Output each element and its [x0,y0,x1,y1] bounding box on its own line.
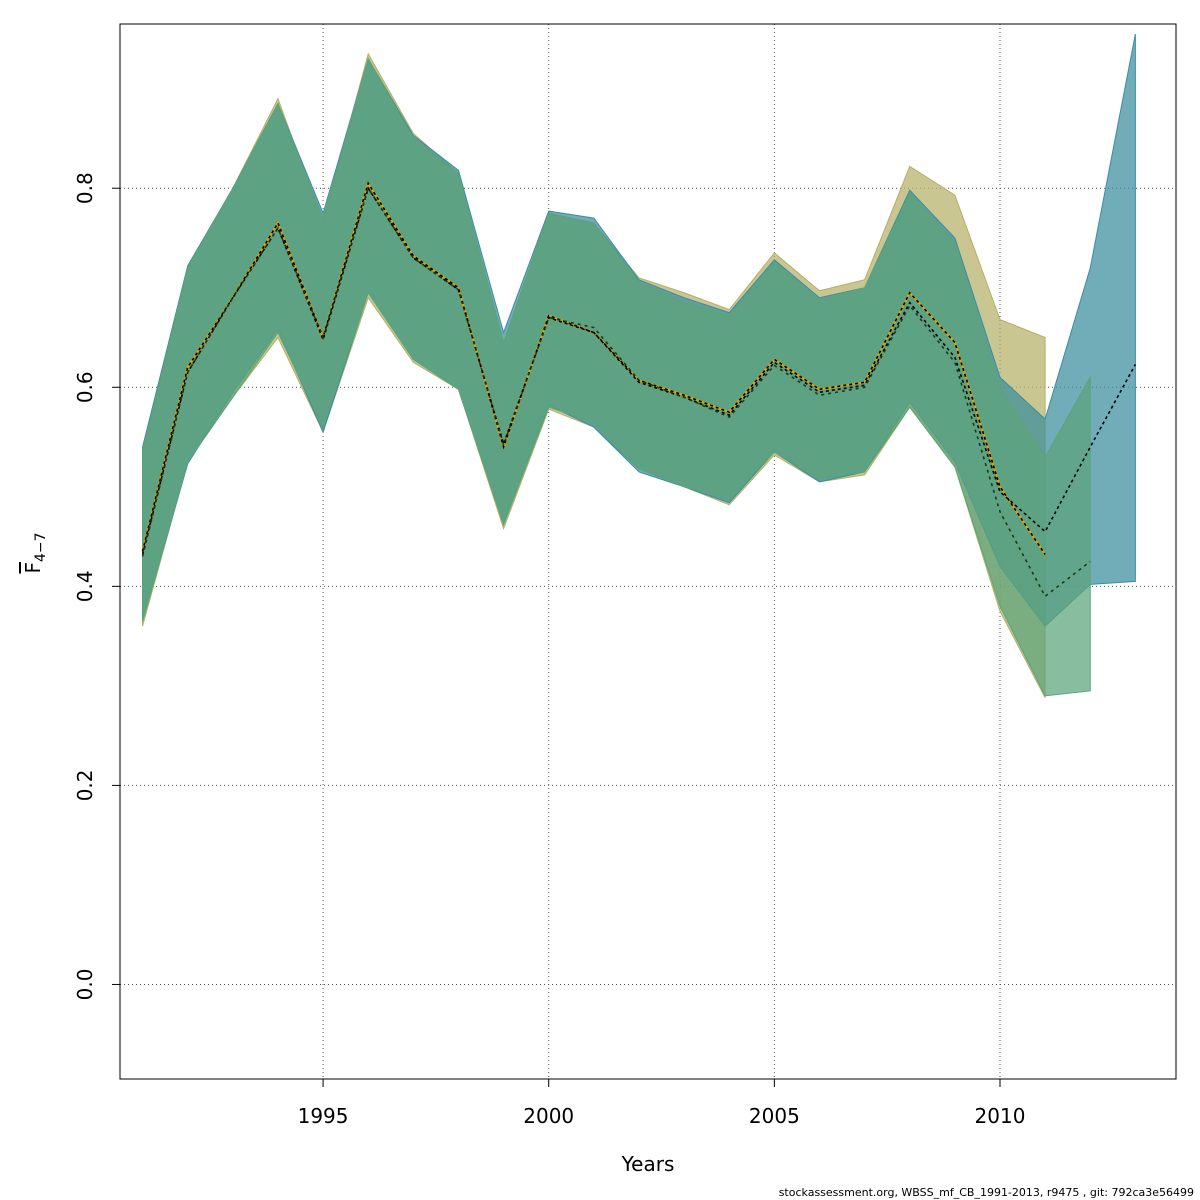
x-axis-label: Years [621,1152,675,1176]
x-tick-label-1995: 1995 [298,1104,349,1128]
x-tick-label-2005: 2005 [749,1104,800,1128]
y-axis-label: F4−7 [21,532,49,573]
estimate-line-2 [141,186,1137,555]
x-tick-label-2010: 2010 [975,1104,1026,1128]
estimate-line-3 [141,186,1091,598]
footer-note: stockassessment.org, WBSS_mf_CB_1991-201… [778,1186,1194,1199]
y-tick-label-0.2: 0.2 [73,769,97,801]
axes: 1995 2000 2005 2010 0.0 0.2 0.4 0.6 0.8 [73,172,1025,1128]
y-tick-label-0.0: 0.0 [73,969,97,1001]
y-axis-label-main: F [21,562,45,574]
svg-text:F4−7: F4−7 [21,532,49,573]
x-tick-label-2000: 2000 [523,1104,574,1128]
confidence-bands [142,33,1136,699]
plot-frame [119,23,1177,1080]
confidence-band-3 [142,57,1091,697]
y-tick-label-0.8: 0.8 [73,172,97,204]
y-tick-label-0.4: 0.4 [73,570,97,602]
y-axis-label-sub: 4−7 [33,532,49,562]
y-tick-label-0.6: 0.6 [73,371,97,403]
estimate-lines [141,180,1137,598]
